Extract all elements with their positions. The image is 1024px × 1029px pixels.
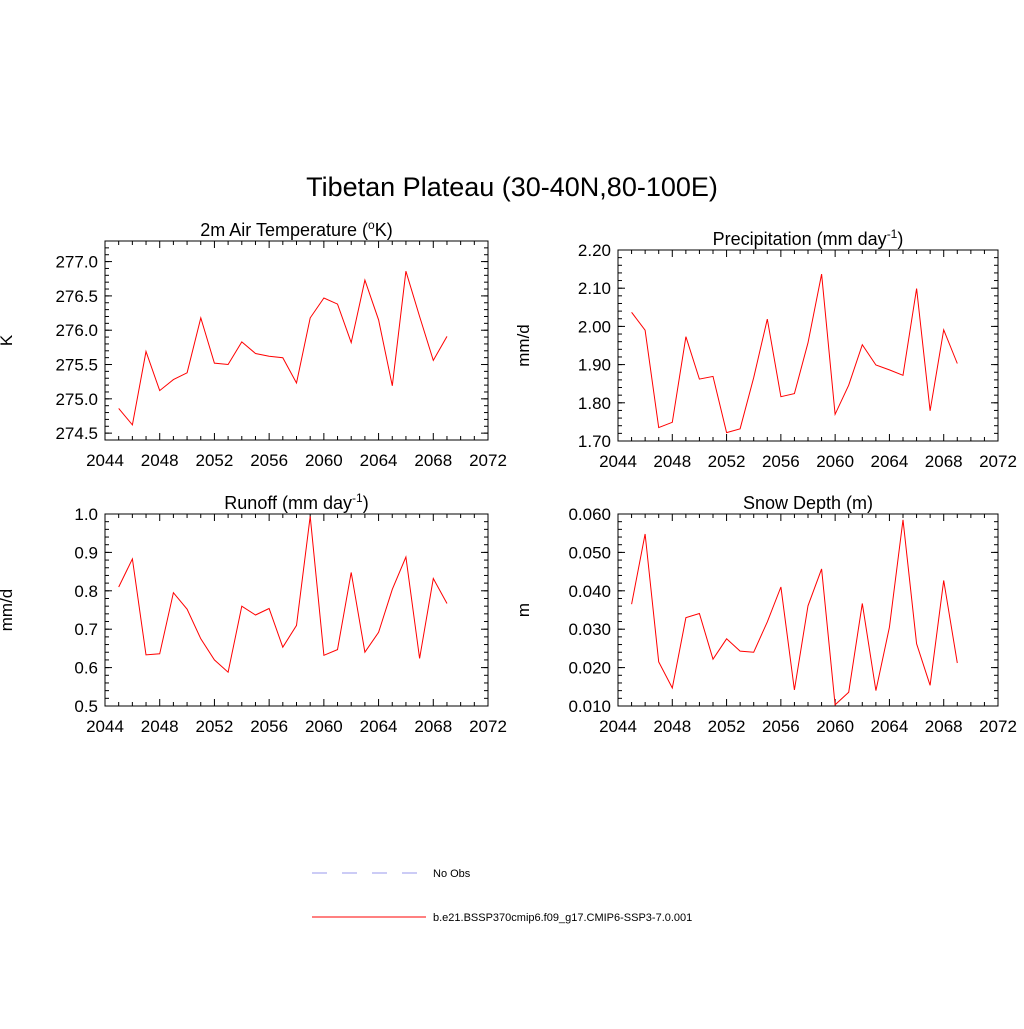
x-tick-label: 2048 <box>653 717 691 736</box>
x-tick-label: 2064 <box>360 717 398 736</box>
plot-frame <box>104 240 489 441</box>
y-tick-label: 0.6 <box>74 659 98 678</box>
x-tick-label: 2068 <box>925 452 963 471</box>
y-tick-label: 2.10 <box>578 279 611 298</box>
x-tick-label: 2072 <box>979 717 1017 736</box>
y-tick-label: 276.5 <box>55 287 98 306</box>
x-tick-label: 2052 <box>708 452 746 471</box>
panel-title-sup: -1 <box>887 227 898 241</box>
panel-title: Precipitation (mm day-1) <box>713 227 904 249</box>
y-tick-label: 275.0 <box>55 390 98 409</box>
y-tick-label: 1.80 <box>578 394 611 413</box>
panel-title-main: 2m Air Temperature ( <box>200 220 368 240</box>
x-tick-label: 2072 <box>469 451 507 470</box>
y-tick-label: 1.70 <box>578 432 611 451</box>
panel-title-tail: ) <box>897 229 903 249</box>
y-axis-label: m <box>514 603 533 617</box>
x-tick-label: 2052 <box>708 717 746 736</box>
panel-title: 2m Air Temperature (oK) <box>200 218 392 240</box>
x-tick-label: 2052 <box>196 451 234 470</box>
figure-title: Tibetan Plateau (30-40N,80-100E) <box>306 172 718 202</box>
y-tick-label: 1.0 <box>74 505 98 524</box>
chart-panels: 2044 2048 2052 2056 2060 2064 2068 2072 274.5 275… <box>0 218 1017 736</box>
x-tick-label: 2056 <box>250 717 288 736</box>
panel-title: Snow Depth (m) <box>743 493 873 513</box>
panel-1: 2044 2048 2052 2056 2060 2064 2068 2072 274.5 275… <box>0 218 507 470</box>
x-tick-label: 2056 <box>762 717 800 736</box>
x-tick-label: 2060 <box>816 717 854 736</box>
series-line-1 <box>118 516 448 674</box>
x-tick-label: 2044 <box>86 451 124 470</box>
x-tick-label: 2056 <box>762 452 800 471</box>
y-tick-label: 276.0 <box>55 321 98 340</box>
x-tick-label: 2072 <box>469 717 507 736</box>
x-tick-label: 2064 <box>871 717 909 736</box>
x-tick-label: 2064 <box>871 452 909 471</box>
y-tick-label: 2.00 <box>578 317 611 336</box>
x-tick-label: 2060 <box>305 451 343 470</box>
x-tick-label: 2048 <box>141 717 179 736</box>
y-axis-label: mm/d <box>0 589 16 632</box>
x-tick-label: 2052 <box>196 717 234 736</box>
legend-label-2: b.e21.BSSP370cmip6.f09_g17.CMIP6-SSP3-7.… <box>433 912 692 924</box>
panel-title-sup: o <box>368 218 375 232</box>
series-line-1 <box>118 271 448 427</box>
panel-title-tail: ) <box>363 493 369 513</box>
panel-title-main: Snow Depth (m) <box>743 493 873 513</box>
panel-title: Runoff (mm day-1) <box>224 491 368 513</box>
y-tick-label: 0.7 <box>74 620 98 639</box>
y-tick-label: 0.9 <box>74 543 98 562</box>
series-line-1 <box>631 274 958 434</box>
x-tick-label: 2048 <box>141 451 179 470</box>
y-tick-label: 0.020 <box>568 659 611 678</box>
y-tick-label: 0.060 <box>568 505 611 524</box>
x-tick-label: 2064 <box>360 451 398 470</box>
x-tick-label: 2056 <box>250 451 288 470</box>
panel-3: 2044 2048 2052 2056 2060 2064 2068 2072 0.5 0.6 0.… <box>0 491 507 736</box>
y-tick-label: 0.5 <box>74 697 98 716</box>
panel-title-main: Runoff (mm day <box>224 493 352 513</box>
panel-title-sup: -1 <box>352 491 363 505</box>
y-axis-label: mm/d <box>514 324 533 367</box>
x-tick-label: 2068 <box>414 451 452 470</box>
series-line-1 <box>631 519 958 706</box>
y-tick-label: 275.5 <box>55 356 98 375</box>
x-tick-label: 2044 <box>599 717 637 736</box>
x-tick-label: 2072 <box>979 452 1017 471</box>
y-axis-label: K <box>0 334 16 346</box>
x-tick-label: 2044 <box>599 452 637 471</box>
legend: No Obs b.e21.BSSP370cmip6.f09_g17.CMIP6-S… <box>312 868 692 924</box>
y-tick-label: 1.90 <box>578 356 611 375</box>
panel-2: 2044 2048 2052 2056 2060 2064 2068 2072 1.70 1.80… <box>514 227 1017 471</box>
y-tick-label: 0.050 <box>568 543 611 562</box>
plot-frame <box>617 513 999 707</box>
y-tick-label: 274.5 <box>55 424 98 443</box>
panel-title-main: Precipitation (mm day <box>713 229 887 249</box>
x-tick-label: 2060 <box>305 717 343 736</box>
x-tick-label: 2048 <box>653 452 691 471</box>
y-tick-label: 277.0 <box>55 253 98 272</box>
legend-label-1: No Obs <box>433 868 471 880</box>
panel-4: 2044 2048 2052 2056 2060 2064 2068 2072 0.010 0.0… <box>514 493 1017 736</box>
x-tick-label: 2068 <box>414 717 452 736</box>
x-tick-label: 2068 <box>925 717 963 736</box>
y-tick-label: 0.040 <box>568 582 611 601</box>
y-tick-label: 2.20 <box>578 241 611 260</box>
y-tick-label: 0.030 <box>568 620 611 639</box>
x-tick-label: 2060 <box>816 452 854 471</box>
x-tick-label: 2044 <box>86 717 124 736</box>
y-tick-label: 0.8 <box>74 582 98 601</box>
panel-title-tail: K) <box>375 220 393 240</box>
plot-frame <box>104 513 489 707</box>
y-tick-label: 0.010 <box>568 697 611 716</box>
